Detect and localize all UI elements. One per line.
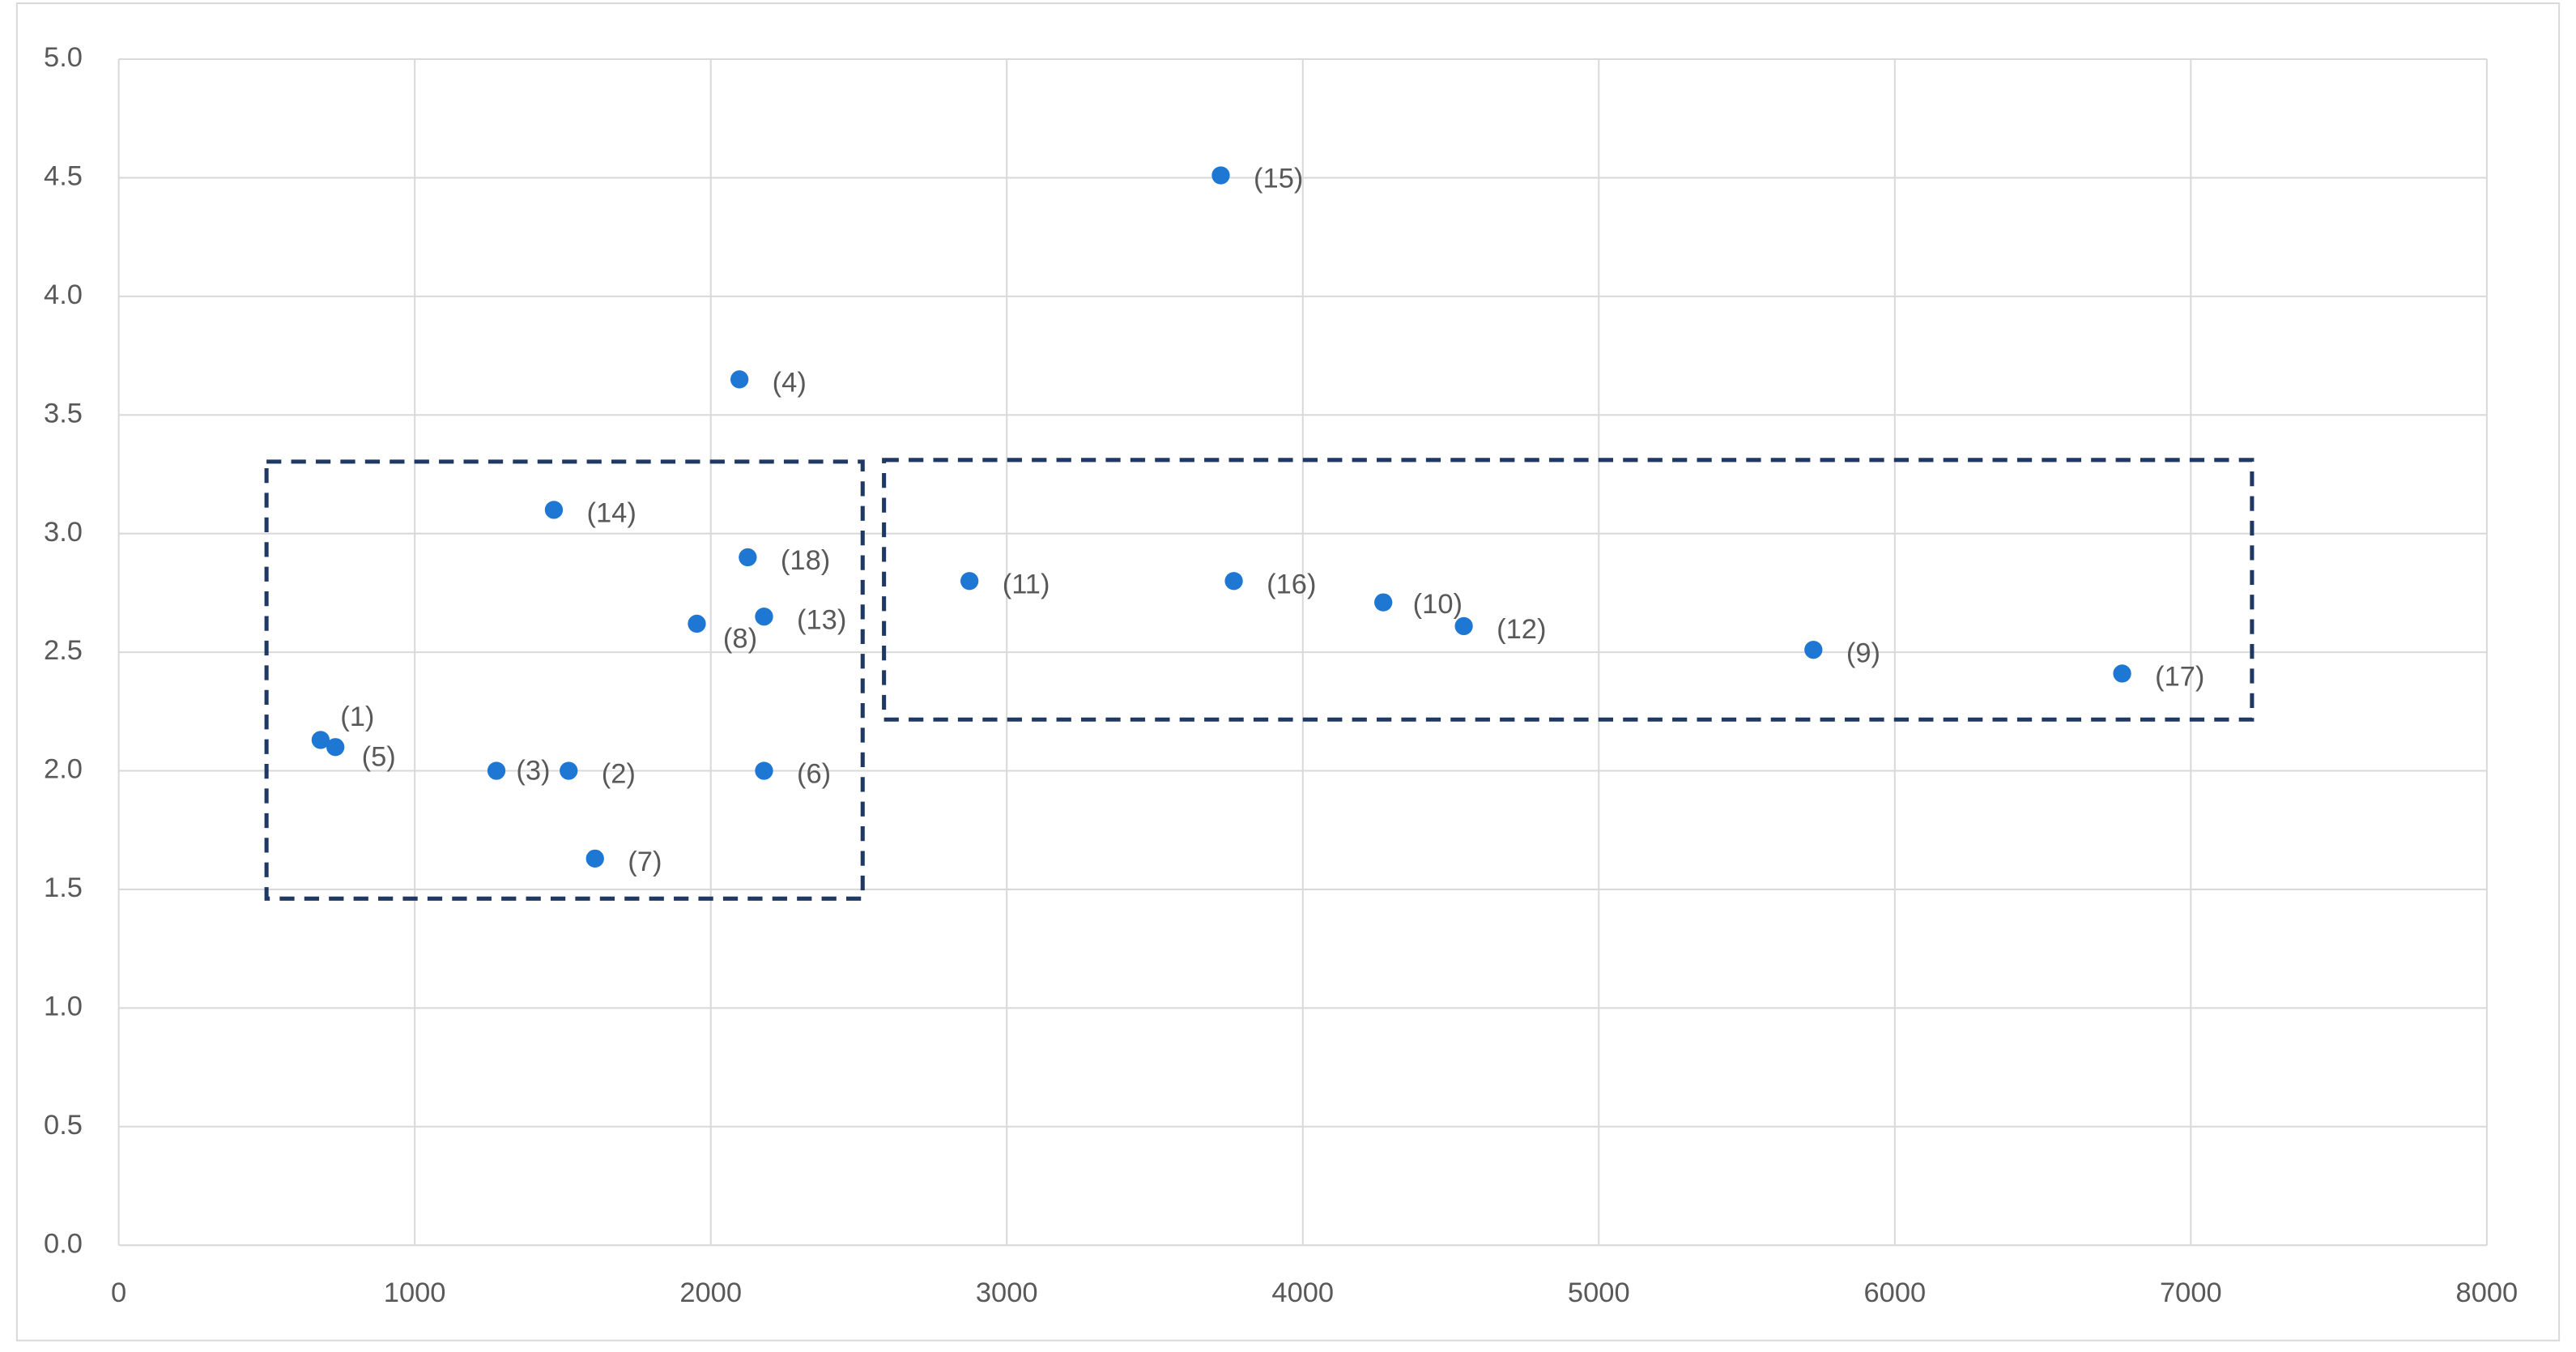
point [960,572,979,591]
point [755,761,773,780]
highlight-box [264,459,865,901]
y-tick-label: 4.5 [44,161,83,192]
y-tick-label: 1.5 [44,872,83,903]
point [487,761,506,780]
x-tick-label: 7000 [2160,1277,2222,1308]
point [739,548,757,567]
point-label: (4) [773,368,807,399]
point [585,849,604,868]
y-tick-label: 1.0 [44,991,83,1021]
y-tick-label: 0.0 [44,1228,83,1259]
point [1454,616,1473,636]
point [1211,166,1230,185]
point-label: (14) [587,498,637,529]
point-label: (10) [1413,589,1463,620]
grid [117,58,2488,1247]
point-label: (16) [1267,569,1316,599]
y-tick-label: 4.0 [44,279,83,310]
y-tick-label: 3.5 [44,398,83,429]
point [544,501,564,519]
point-label: (6) [797,759,831,790]
points [311,166,2131,868]
y-tick-label: 2.5 [44,635,83,666]
point-label: (11) [1003,569,1050,599]
point [688,614,706,633]
point [1374,593,1393,612]
y-tick-label: 0.5 [44,1110,83,1141]
point [1804,641,1823,659]
y-tick-label: 5.0 [44,42,83,73]
point [2113,664,2131,683]
point-label: (3) [516,756,550,787]
point-label: (17) [2155,662,2204,693]
x-tick-label: 3000 [976,1277,1038,1308]
y-tick-label: 2.0 [44,754,83,785]
x-tick-label: 2000 [679,1277,742,1308]
highlight-box [882,458,2255,722]
x-tick-label: 1000 [384,1277,446,1308]
x-tick-label: 8000 [2456,1277,2519,1308]
point [755,608,773,626]
x-tick-label: 0 [111,1277,126,1308]
point-label: (8) [723,623,757,654]
point-label: (9) [1846,638,1880,668]
point-label: (15) [1254,164,1303,194]
point [326,738,345,757]
x-tick-label: 5000 [1568,1277,1630,1308]
point-label: (7) [628,847,662,877]
point-label: (13) [797,604,846,635]
point [1224,572,1243,591]
point [311,731,330,749]
point-label: (2) [602,759,636,790]
y-tick-label: 3.0 [44,517,83,548]
x-tick-label: 4000 [1271,1277,1334,1308]
point-label: (18) [781,545,830,576]
point-label: (5) [362,742,396,773]
x-tick-label: 6000 [1863,1277,1926,1308]
point [730,370,749,389]
point-label: (12) [1497,614,1546,645]
point-label: (1) [340,702,374,732]
point [560,761,578,780]
chart-frame [15,2,2561,1341]
